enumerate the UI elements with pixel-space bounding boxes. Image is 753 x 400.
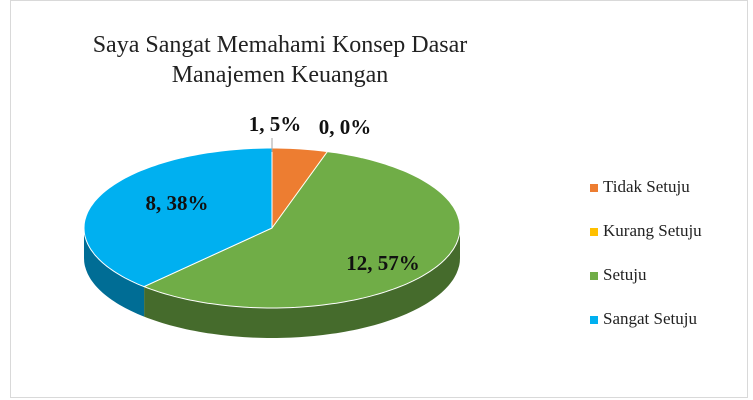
legend-label: Setuju — [603, 265, 647, 284]
slice-side — [84, 228, 145, 317]
legend-label: Tidak Setuju — [603, 177, 690, 196]
legend-swatch — [590, 184, 598, 192]
data-label: 0, 0% — [319, 115, 372, 139]
legend-label: Sangat Setuju — [603, 309, 697, 328]
slice — [142, 151, 461, 309]
data-label: 12, 57% — [346, 251, 420, 275]
legend-swatch — [590, 272, 598, 280]
data-label: 8, 38% — [146, 191, 209, 215]
data-label: 1, 5% — [249, 112, 302, 136]
legend-swatch — [590, 228, 598, 236]
slice-side — [144, 228, 460, 338]
slice — [83, 147, 273, 288]
legend-label: Kurang Setuju — [603, 221, 702, 240]
chart-title: Saya Sangat Memahami Konsep Dasar Manaje… — [92, 32, 468, 88]
slice — [271, 147, 329, 230]
legend-swatch — [590, 316, 598, 324]
